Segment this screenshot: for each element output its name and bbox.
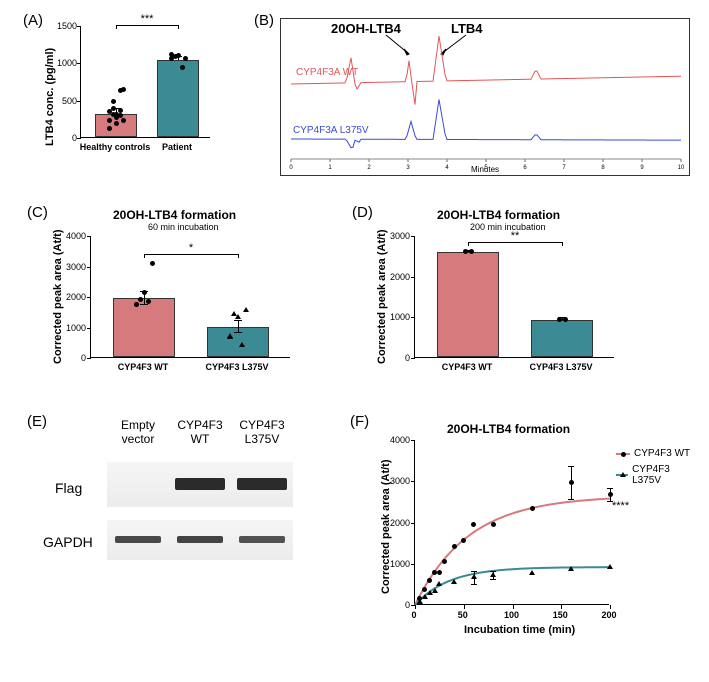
svg-text:7: 7 <box>562 165 566 171</box>
panel-d-title: 20OH-LTB4 formation <box>437 208 560 222</box>
panel-d: 20OH-LTB4 formation 200 min incubation C… <box>372 208 632 383</box>
panel-e-label: (E) <box>27 413 47 430</box>
panel-b-ann1: LTB4 <box>451 21 483 36</box>
panel-c-subtitle: 60 min incubation <box>148 222 219 232</box>
panel-c-title: 20OH-LTB4 formation <box>113 208 236 222</box>
svg-text:0: 0 <box>289 165 293 171</box>
panel-c-plot: * <box>90 236 290 358</box>
panel-b-ann0: 20OH-LTB4 <box>331 21 401 36</box>
panel-f-xlabel: Incubation time (min) <box>464 624 575 636</box>
panel-e: Empty vectorCYP4F3 WTCYP4F3 L375VFlagGAP… <box>55 418 335 618</box>
panel-f-plot: **** <box>414 440 609 605</box>
panel-b-trace1-label: CYP4F3A L375V <box>293 125 369 136</box>
svg-text:1: 1 <box>328 165 332 171</box>
panel-b-label: (B) <box>254 12 274 29</box>
panel-f: 20OH-LTB4 formation Corrected peak area … <box>372 418 692 653</box>
svg-text:2: 2 <box>367 165 371 171</box>
panel-c-label: (C) <box>27 204 48 221</box>
panel-a-plot: *** <box>80 26 210 138</box>
svg-text:6: 6 <box>523 165 527 171</box>
panel-f-label: (F) <box>350 413 369 430</box>
panel-b: 012345678910 20OH-LTB4 LTB4 CYP4F3A WT C… <box>280 18 690 176</box>
svg-text:10: 10 <box>678 165 685 171</box>
panel-a-label: (A) <box>23 12 43 29</box>
panel-d-label: (D) <box>352 204 373 221</box>
panel-f-title: 20OH-LTB4 formation <box>447 422 570 436</box>
panel-b-trace0-label: CYP4F3A WT <box>296 67 358 78</box>
svg-text:3: 3 <box>406 165 410 171</box>
svg-text:4: 4 <box>445 165 449 171</box>
panel-a: LTB4 conc. (pg/ml) 050010001500 *** Heal… <box>45 20 220 170</box>
panel-d-plot: ** <box>414 236 614 358</box>
panel-b-xlabel: Minutes <box>471 165 499 174</box>
svg-text:8: 8 <box>601 165 605 171</box>
svg-text:9: 9 <box>640 165 644 171</box>
panel-c: 20OH-LTB4 formation 60 min incubation Co… <box>48 208 308 383</box>
